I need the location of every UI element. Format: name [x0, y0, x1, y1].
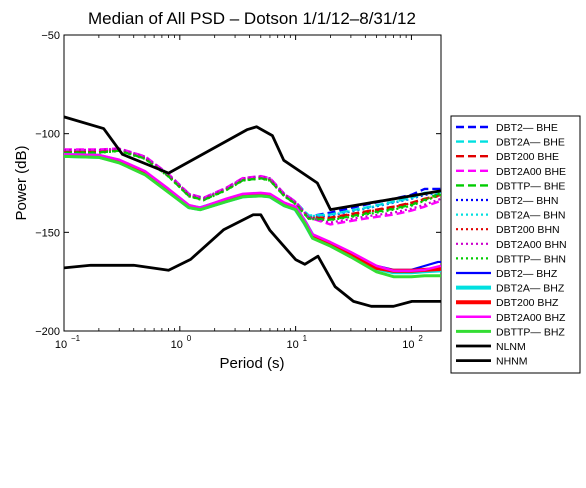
series-line-nlnm	[64, 213, 441, 308]
legend: DBT2— BHE DBT2A— BHE DBT200 BHE DBT2A00 BHE…	[450, 115, 581, 374]
series-layer	[64, 115, 441, 308]
x-tick-label: 10	[286, 339, 298, 351]
legend-label: DBT200 BHE	[496, 151, 559, 163]
series-line-dbt2a-bhn	[64, 148, 441, 218]
legend-label: DBT2A— BHZ	[496, 283, 565, 295]
plot-area	[63, 34, 442, 332]
legend-label: DBTTP— BHZ	[496, 326, 565, 338]
y-axis-label: Power (dB)	[13, 145, 30, 220]
legend-label: DBT2— BHE	[496, 122, 558, 134]
legend-label: DBT200 BHN	[496, 224, 560, 236]
series-line-dbttp-bhz	[64, 154, 441, 279]
y-tick-label: −100	[35, 129, 60, 141]
series-line-dbt2a00-bhn	[64, 147, 441, 224]
legend-label: NLNM	[496, 341, 526, 353]
legend-label: DBT2A00 BHE	[496, 166, 566, 178]
y-tick-label: −150	[35, 227, 60, 239]
x-tick-label: 10	[171, 339, 183, 351]
tick-layer: 10 −1 10 0 10 1 10 2 −50 −100 −150 −200	[35, 30, 441, 351]
y-tick-label: −50	[41, 30, 60, 42]
x-axis-label: Period (s)	[219, 355, 284, 372]
legend-label: DBT2A— BHN	[496, 210, 565, 222]
y-tick-label: −200	[35, 326, 60, 338]
legend-items: DBT2— BHE DBT2A— BHE DBT200 BHE DBT2A00 BHE…	[456, 122, 567, 368]
legend-label: DBTTP— BHN	[496, 253, 566, 265]
x-tick-exponent: 0	[187, 334, 192, 343]
x-tick-exponent: −1	[71, 334, 81, 343]
x-tick-exponent: 1	[303, 334, 308, 343]
legend-label: DBT2A00 BHN	[496, 239, 567, 251]
legend-label: DBTTP— BHE	[496, 180, 565, 192]
legend-label: NHNM	[496, 356, 528, 368]
legend-label: DBT2A— BHE	[496, 137, 565, 149]
legend-label: DBT2A00 BHZ	[496, 312, 566, 324]
series-line-dbt2a00-bhz	[64, 153, 441, 273]
x-tick-exponent: 2	[418, 334, 423, 343]
chart-title: Median of All PSD – Dotson 1/1/12–8/31/1…	[88, 9, 416, 28]
legend-label: DBT2— BHN	[496, 195, 558, 207]
legend-label: DBT200 BHZ	[496, 297, 559, 309]
legend-label: DBT2— BHZ	[496, 268, 558, 280]
x-tick-label: 10	[402, 339, 414, 351]
x-tick-label: 10	[55, 339, 67, 351]
series-line-nhnm	[64, 115, 441, 212]
